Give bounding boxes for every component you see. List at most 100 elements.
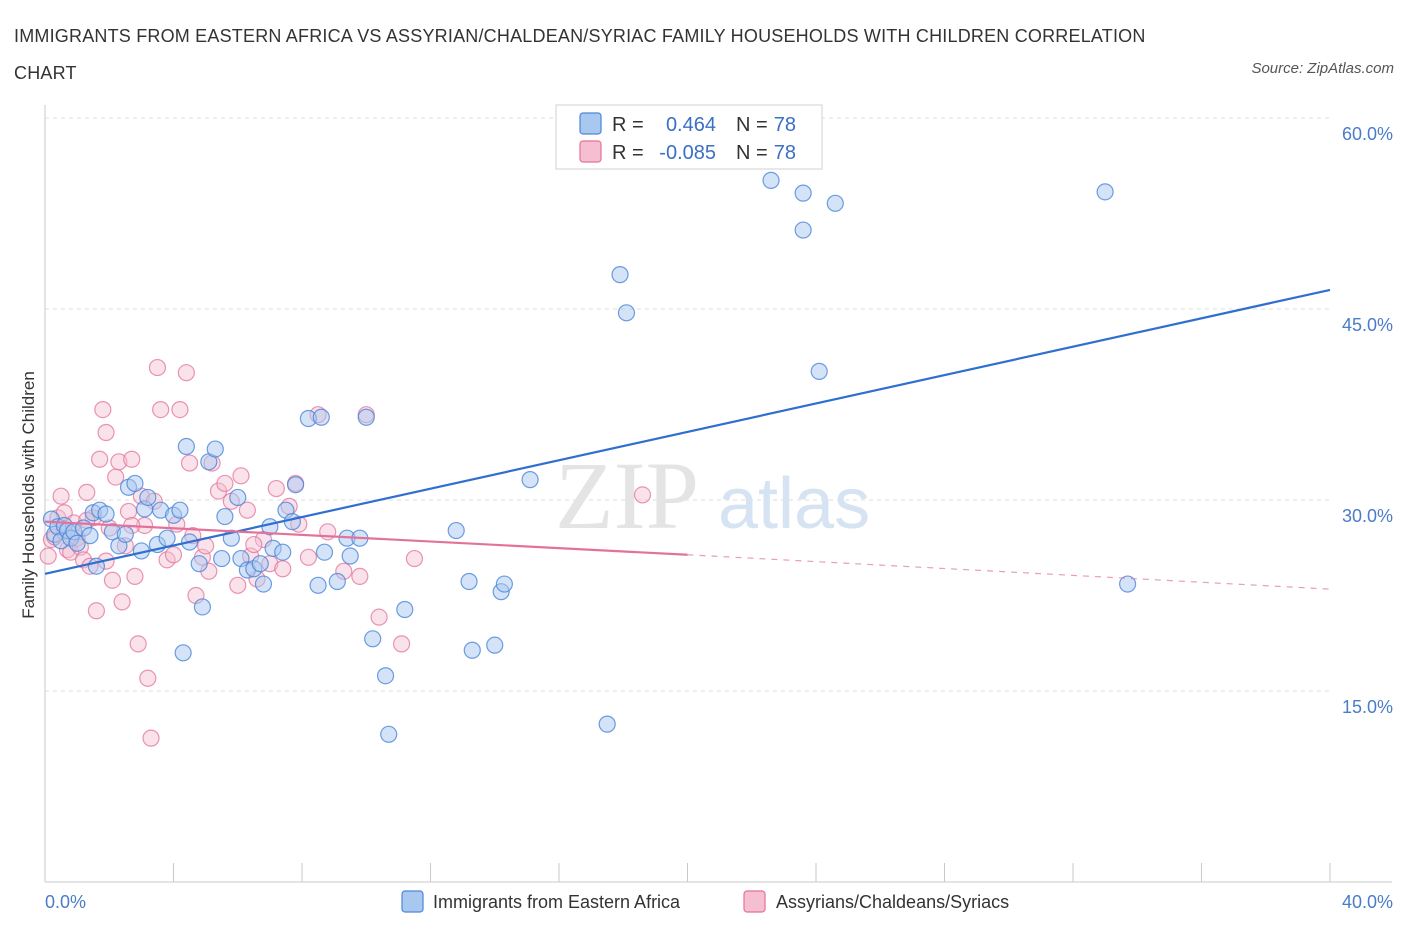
bottom-legend-swatch-blue — [401, 890, 424, 913]
point-eastern-africa-56 — [341, 547, 359, 565]
stats-r-value-pink: -0.085 — [659, 142, 716, 164]
stats-legend-swatch-pink — [579, 140, 602, 163]
point-eastern-africa-22 — [139, 488, 157, 507]
point-eastern-africa-51 — [309, 576, 327, 594]
point-assyrians-17 — [94, 400, 112, 419]
point-eastern-africa-78 — [1096, 183, 1114, 201]
point-eastern-africa-79 — [1119, 575, 1137, 593]
stats-legend: R = 0.464 N = 78 R = -0.085 N = 78 — [555, 104, 823, 170]
point-eastern-africa-17 — [116, 525, 134, 543]
point-eastern-africa-19 — [126, 474, 144, 493]
point-eastern-africa-49 — [286, 476, 305, 494]
point-assyrians-28 — [129, 635, 147, 653]
y-tick-label-0: 15.0% — [1342, 697, 1393, 717]
point-eastern-africa-32 — [193, 598, 212, 616]
y-tick-label-2: 45.0% — [1342, 315, 1393, 335]
stats-n-label-blue: N = — [736, 114, 768, 136]
point-assyrians-64 — [370, 608, 388, 626]
point-eastern-africa-65 — [463, 641, 481, 659]
point-eastern-africa-53 — [315, 543, 334, 561]
watermark-atlas: atlas — [718, 464, 870, 544]
point-eastern-africa-46 — [274, 543, 292, 561]
bottom-legend-swatch-pink — [743, 890, 766, 913]
point-eastern-africa-34 — [206, 440, 224, 458]
trend-line-eastern-africa — [44, 288, 1331, 575]
point-eastern-africa-70 — [598, 715, 616, 733]
stats-r-label-pink: R = — [612, 142, 644, 164]
x-tick-label-0: 0.0% — [45, 892, 86, 912]
point-eastern-africa-42 — [251, 555, 269, 573]
point-assyrians-62 — [351, 567, 369, 586]
point-assyrians-26 — [123, 450, 141, 468]
point-eastern-africa-35 — [213, 549, 231, 568]
point-eastern-africa-73 — [762, 171, 780, 189]
trend-line-assyrians — [44, 520, 688, 556]
point-eastern-africa-59 — [364, 630, 382, 648]
point-assyrians-27 — [126, 567, 144, 586]
bottom-legend: Immigrants from Eastern Africa Assyrians… — [401, 890, 1009, 913]
stats-r-value-blue: 0.464 — [666, 114, 716, 136]
point-assyrians-56 — [274, 560, 292, 578]
point-assyrians-34 — [152, 400, 170, 419]
point-assyrians-0 — [39, 547, 57, 565]
chart-title: IMMIGRANTS FROM EASTERN AFRICA VS ASSYRI… — [14, 26, 1146, 83]
bottom-legend-label-pink: Assyrians/Chaldeans/Syriacs — [776, 892, 1009, 912]
point-eastern-africa-61 — [380, 725, 398, 743]
point-eastern-africa-64 — [460, 572, 478, 591]
x-tick-label-1: 40.0% — [1342, 892, 1393, 912]
trend-lines — [44, 288, 1331, 590]
y-axis-label: Family Households with Children — [19, 371, 38, 619]
point-eastern-africa-76 — [810, 362, 828, 380]
point-eastern-africa-74 — [794, 184, 812, 202]
point-assyrians-16 — [91, 450, 109, 468]
point-assyrians-20 — [103, 571, 122, 589]
point-eastern-africa-8 — [68, 534, 86, 552]
point-eastern-africa-28 — [174, 644, 192, 662]
point-eastern-africa-58 — [357, 408, 375, 426]
point-eastern-africa-60 — [376, 667, 395, 685]
source-label: Source: ZipAtlas.com — [1251, 60, 1394, 77]
stats-r-label-blue: R = — [612, 114, 644, 136]
point-eastern-africa-71 — [611, 266, 629, 284]
point-assyrians-49 — [232, 467, 250, 485]
point-eastern-africa-25 — [158, 529, 176, 547]
point-eastern-africa-75 — [794, 221, 812, 239]
y-tick-label-1: 30.0% — [1342, 506, 1393, 526]
point-assyrians-55 — [267, 479, 285, 498]
stats-n-value-blue: 78 — [774, 114, 796, 136]
point-eastern-africa-66 — [486, 636, 504, 654]
point-assyrians-15 — [87, 602, 106, 620]
point-assyrians-50 — [238, 501, 256, 519]
point-assyrians-23 — [113, 593, 131, 611]
point-assyrians-18 — [97, 423, 115, 442]
point-assyrians-33 — [148, 358, 167, 377]
axes — [44, 105, 1392, 883]
point-assyrians-22 — [110, 453, 128, 471]
stats-legend-swatch-blue — [579, 112, 602, 135]
point-eastern-africa-43 — [254, 575, 273, 593]
watermark-zip: ZIP — [555, 442, 699, 549]
point-eastern-africa-27 — [171, 501, 189, 519]
point-assyrians-4 — [52, 487, 70, 505]
trend-line-assyrians-extension — [687, 554, 1331, 590]
point-eastern-africa-29 — [177, 437, 195, 456]
point-assyrians-36 — [164, 546, 183, 564]
point-eastern-africa-54 — [328, 572, 346, 591]
y-tick-label-3: 60.0% — [1342, 124, 1393, 144]
point-eastern-africa-10 — [81, 527, 99, 545]
point-assyrians-75 — [245, 535, 263, 554]
point-eastern-africa-68 — [495, 575, 513, 593]
tick-labels: 15.0% 30.0% 45.0% 60.0% 0.0% 40.0% — [45, 124, 1393, 912]
point-eastern-africa-69 — [521, 471, 539, 489]
point-assyrians-59 — [299, 548, 318, 566]
point-eastern-africa-38 — [229, 488, 247, 507]
point-eastern-africa-72 — [617, 304, 636, 322]
gridlines — [45, 117, 1330, 692]
point-eastern-africa-52 — [312, 408, 330, 426]
stats-n-value-pink: 78 — [774, 142, 796, 164]
point-assyrians-31 — [139, 669, 157, 687]
stats-n-label-pink: N = — [736, 142, 768, 164]
point-eastern-africa-63 — [447, 521, 465, 540]
point-assyrians-65 — [392, 635, 411, 653]
